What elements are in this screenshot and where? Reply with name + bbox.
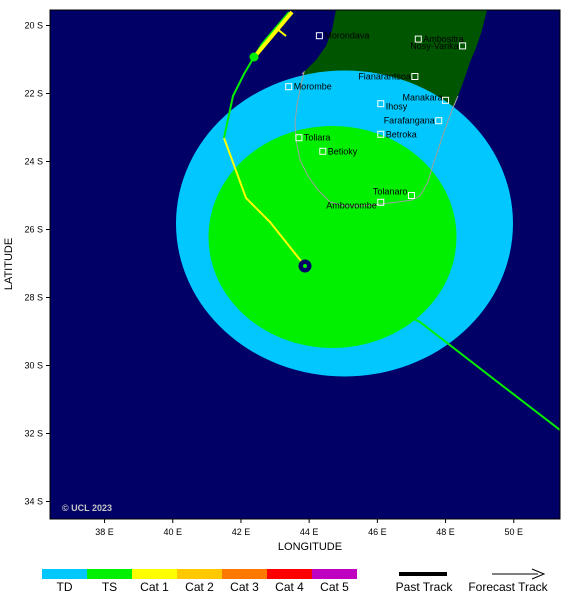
city-label: Farafangana	[384, 116, 435, 126]
y-tick-label: 30 S	[24, 361, 43, 371]
y-tick-label: 28 S	[24, 293, 43, 303]
legend-label: Cat 2	[185, 580, 214, 594]
city-square-icon	[285, 83, 293, 91]
legend-swatch	[312, 569, 357, 579]
y-tick-label: 20 S	[24, 21, 43, 31]
y-axis-title: LATITUDE	[3, 238, 15, 290]
city-label: Fianarantsoa	[358, 72, 411, 82]
city-square-icon	[411, 73, 419, 80]
forecast-track-ts	[304, 265, 560, 431]
city-marker: Farafangana	[384, 116, 443, 126]
city-square-icon	[315, 32, 323, 40]
city-marker: Betroka	[377, 129, 417, 139]
city-marker: Tolanaro	[373, 187, 415, 199]
coastline	[294, 70, 459, 207]
city-label: Ambovombe	[326, 200, 377, 210]
copyright: © UCL 2023	[62, 503, 112, 513]
city-label: Morondava	[324, 31, 369, 41]
y-tick-label: 34 S	[24, 497, 43, 507]
city-marker: Morombe	[285, 82, 332, 92]
city-square-icon	[319, 147, 327, 155]
city-label: Ihosy	[386, 102, 408, 112]
city-square-icon	[295, 134, 303, 142]
legend-label: TD	[57, 580, 73, 594]
city-label: Manakara	[403, 92, 443, 102]
track-position-dot	[249, 52, 259, 62]
city-square-icon	[377, 100, 385, 108]
x-axis-title: LONGITUDE	[278, 541, 342, 553]
plot-frame	[49, 9, 561, 520]
y-tick-label: 24 S	[24, 157, 43, 167]
city-label: Betroka	[386, 129, 417, 139]
forecast-track-label: Forecast Track	[468, 580, 548, 594]
city-marker: Betioky	[319, 146, 358, 156]
city-marker: Ambositra	[414, 34, 464, 44]
city-marker: Ambovombe	[326, 198, 385, 210]
track-ts-yellow	[223, 137, 306, 267]
legend-label: Cat 4	[275, 580, 304, 594]
x-tick-label: 46 E	[368, 527, 387, 537]
city-square-icon	[377, 130, 385, 138]
city-square-icon	[407, 192, 415, 199]
y-ticks: 20 S 22 S 24 S 26 S 28 S 30 S 32 S 34 S	[24, 21, 50, 507]
x-tick-label: 48 E	[436, 527, 455, 537]
ts-wind-radius	[208, 126, 457, 348]
city-square-icon	[435, 117, 443, 125]
x-tick-label: 50 E	[505, 527, 524, 537]
legend-label: Cat 3	[230, 580, 259, 594]
city-label: Betioky	[328, 146, 358, 156]
city-square-icon	[459, 42, 467, 50]
city-label: Tolanaro	[373, 187, 408, 197]
y-tick-label: 32 S	[24, 429, 43, 439]
track-marker	[275, 27, 287, 37]
track-ts-north	[223, 11, 290, 139]
city-marker: Manakara	[403, 92, 450, 104]
city-marker: Fianarantsoa	[358, 72, 419, 82]
city-label: Ambositra	[423, 34, 464, 44]
legend: TD TS Cat 1 Cat 2 Cat 3 Cat 4 Cat 5	[42, 569, 357, 594]
y-tick-label: 26 S	[24, 225, 43, 235]
legend-label: TS	[102, 580, 117, 594]
x-tick-label: 44 E	[300, 527, 319, 537]
x-ticks: 38 E 40 E 42 E 44 E 46 E 48 E 50 E	[95, 519, 523, 537]
city-square-icon	[377, 198, 385, 206]
legend-label: Cat 1	[140, 580, 169, 594]
x-tick-label: 40 E	[164, 527, 183, 537]
city-marker: Ihosy	[377, 100, 408, 112]
legend-label: Cat 5	[320, 580, 349, 594]
legend-swatch	[87, 569, 132, 579]
track-cat1-top	[254, 10, 294, 57]
city-label: Toliara	[304, 133, 331, 143]
city-square-icon	[414, 35, 422, 43]
city-marker: Nosy-Varika	[410, 41, 467, 51]
storm-eye-icon	[303, 264, 307, 268]
y-tick-label: 22 S	[24, 89, 43, 99]
legend-swatch	[177, 569, 222, 579]
x-tick-label: 42 E	[232, 527, 251, 537]
x-tick-label: 38 E	[95, 527, 114, 537]
city-label: Nosy-Varika	[410, 41, 458, 51]
city-marker: Morondava	[315, 31, 369, 41]
legend-swatch	[132, 569, 177, 579]
city-marker: Toliara	[295, 133, 331, 143]
past-track-label: Past Track	[396, 580, 454, 594]
city-square-icon	[442, 96, 450, 104]
legend-swatch	[222, 569, 267, 579]
legend-swatch	[42, 569, 87, 579]
forecast-arrow-icon	[531, 568, 546, 580]
city-label: Morombe	[294, 82, 332, 92]
legend-swatch	[267, 569, 312, 579]
